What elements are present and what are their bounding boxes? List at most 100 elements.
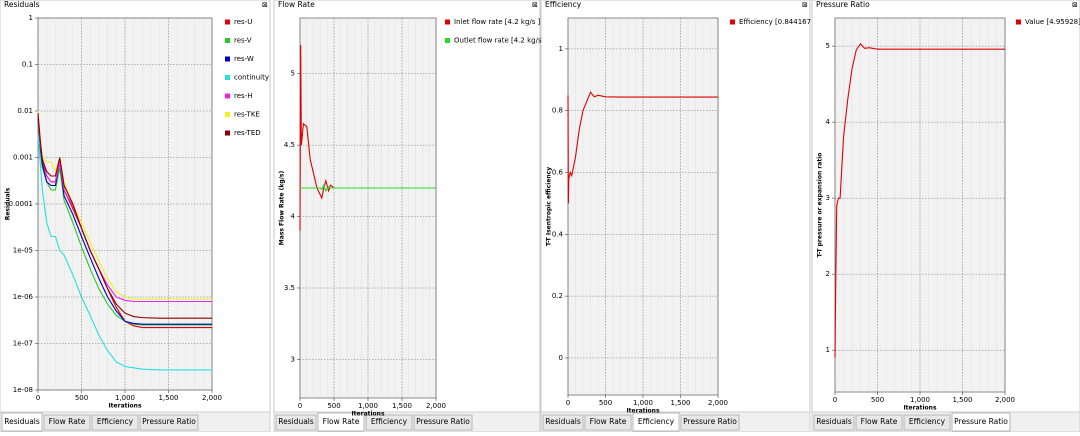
- legend-swatch: [730, 19, 735, 25]
- tab-label[interactable]: Efficiency: [909, 417, 946, 426]
- tab[interactable]: [317, 412, 365, 432]
- tab[interactable]: [365, 414, 413, 431]
- legend-label: res-H: [234, 92, 252, 100]
- panel-title: Residuals: [4, 0, 40, 9]
- legend-swatch: [445, 38, 450, 43]
- close-icon[interactable]: ⊠: [532, 1, 538, 9]
- x-tick-label: 1,500: [158, 394, 178, 402]
- legend-swatch: [1016, 19, 1021, 25]
- tab[interactable]: [413, 414, 473, 431]
- legend-label: res-V: [234, 37, 252, 45]
- tab-label[interactable]: Pressure Ratio: [416, 417, 470, 426]
- legend-swatch: [225, 130, 230, 136]
- y-tick-label: 0.01: [17, 107, 33, 115]
- x-tick-label: 500: [75, 394, 88, 402]
- y-tick-label: 3: [826, 194, 830, 202]
- y-tick-label: 1: [826, 346, 830, 354]
- legend-label: res-U: [234, 18, 252, 26]
- y-tick-label: 1e-08: [13, 386, 33, 394]
- y-tick-label: 1e-05: [13, 247, 33, 255]
- tab[interactable]: [139, 414, 199, 431]
- legend-label: res-TKE: [234, 111, 260, 119]
- x-tick-label: 1,500: [670, 399, 690, 407]
- tab-label[interactable]: Pressure Ratio: [142, 417, 196, 426]
- x-axis-label: Iterations: [108, 403, 141, 410]
- tab[interactable]: [855, 414, 903, 431]
- tab[interactable]: [91, 414, 139, 431]
- panel-title: Efficiency: [545, 0, 582, 9]
- legend-label: Outlet flow rate [4.2 kg/s: [454, 37, 542, 45]
- tab-label[interactable]: Efficiency: [371, 417, 408, 426]
- legend-swatch: [225, 75, 230, 80]
- y-tick-label: 4: [291, 213, 296, 221]
- legend-swatch: [225, 56, 230, 62]
- tab-label[interactable]: Residuals: [545, 417, 581, 426]
- tab-label[interactable]: Flow Rate: [861, 417, 898, 426]
- y-axis-label: T-T pressure or expansion ratio: [817, 153, 824, 258]
- tab[interactable]: [1, 412, 43, 432]
- legend-swatch: [225, 93, 230, 99]
- y-tick-label: 0.8: [552, 107, 563, 115]
- close-icon[interactable]: ⊠: [1072, 1, 1078, 9]
- legend-label: continuity: [234, 74, 269, 82]
- x-tick-label: 500: [871, 396, 884, 404]
- tab[interactable]: [903, 414, 951, 431]
- tab-label[interactable]: Pressure Ratio: [954, 417, 1008, 426]
- x-tick-label: 0: [36, 394, 40, 402]
- y-tick-label: 1e-06: [13, 293, 34, 301]
- tab-label[interactable]: Flow Rate: [49, 417, 86, 426]
- x-tick-label: 1,500: [392, 402, 412, 410]
- tab-label[interactable]: Residuals: [816, 417, 852, 426]
- y-axis-label: Residuals: [5, 187, 12, 220]
- x-tick-label: 0: [298, 402, 302, 410]
- y-tick-label: 5: [291, 70, 295, 78]
- x-tick-label: 1,000: [115, 394, 135, 402]
- x-tick-label: 0: [833, 396, 837, 404]
- tab-label[interactable]: Residuals: [4, 417, 40, 426]
- tab-label[interactable]: Flow Rate: [590, 417, 627, 426]
- y-tick-label: 1: [29, 14, 33, 22]
- panel-title: Flow Rate: [278, 0, 315, 9]
- legend-label: res-TED: [234, 129, 261, 137]
- close-icon[interactable]: ⊠: [262, 1, 268, 9]
- x-tick-label: 1,000: [910, 396, 930, 404]
- tab-label[interactable]: Efficiency: [638, 417, 675, 426]
- tab-label[interactable]: Flow Rate: [323, 417, 360, 426]
- x-axis-label: Iterations: [903, 405, 936, 412]
- y-tick-label: 5: [826, 42, 830, 50]
- tab-label[interactable]: Residuals: [278, 417, 314, 426]
- y-tick-label: 0.4: [552, 230, 564, 238]
- tab[interactable]: [951, 412, 1011, 432]
- close-icon[interactable]: ⊠: [802, 1, 808, 9]
- tab[interactable]: [43, 414, 91, 431]
- y-tick-label: 1e-07: [13, 340, 33, 348]
- legend-label: Inlet flow rate [4.2 kg/s ]: [454, 18, 541, 26]
- tab-label[interactable]: Efficiency: [97, 417, 134, 426]
- y-tick-label: 2: [826, 270, 830, 278]
- y-tick-label: 0: [559, 354, 563, 362]
- series-line: [37, 110, 212, 300]
- tab[interactable]: [542, 414, 584, 431]
- tab[interactable]: [813, 414, 855, 431]
- legend-label: res-W: [234, 55, 254, 63]
- y-tick-label: 3: [291, 355, 295, 363]
- series-line: [567, 91, 718, 204]
- y-tick-label: 0.001: [13, 154, 33, 162]
- x-tick-label: 500: [599, 399, 612, 407]
- x-tick-label: 2,000: [708, 399, 728, 407]
- tab-label[interactable]: Pressure Ratio: [683, 417, 737, 426]
- y-tick-label: 0.6: [552, 169, 564, 177]
- legend-swatch: [445, 19, 450, 25]
- tab[interactable]: [632, 412, 680, 432]
- tab[interactable]: [680, 414, 740, 431]
- tab[interactable]: [275, 414, 317, 431]
- y-tick-label: 3.5: [284, 284, 295, 292]
- series-line: [37, 121, 212, 326]
- legend-label: Efficiency [0.844167: [739, 18, 811, 26]
- x-tick-label: 1,000: [633, 399, 653, 407]
- tab[interactable]: [584, 414, 632, 431]
- series-line: [37, 135, 212, 371]
- legend-swatch: [225, 19, 230, 25]
- series-line: [300, 183, 436, 193]
